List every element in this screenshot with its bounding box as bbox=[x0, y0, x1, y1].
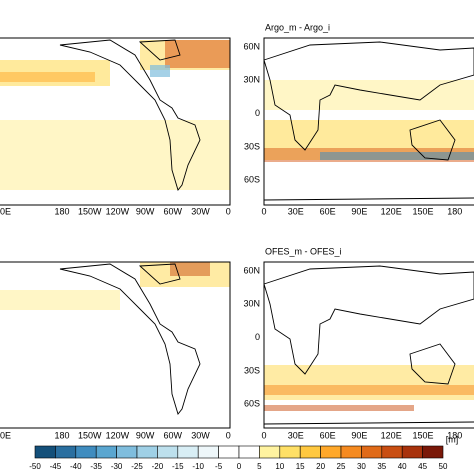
colorbar-label: 50 bbox=[439, 462, 448, 471]
lon-label: 60W bbox=[164, 430, 183, 440]
colorbar-label: 30 bbox=[357, 462, 366, 471]
colorbar-label: 35 bbox=[377, 462, 386, 471]
lon-label: 180 bbox=[54, 430, 69, 440]
colorbar-swatch bbox=[299, 445, 321, 459]
colorbar-label: 15 bbox=[296, 462, 305, 471]
colorbar-swatch bbox=[422, 445, 444, 459]
lon-label: 180 bbox=[447, 430, 462, 440]
colorbar-swatch bbox=[279, 445, 301, 459]
lon-label: 30E bbox=[288, 430, 304, 440]
colorbar-label: 0 bbox=[237, 462, 242, 471]
colorbar-swatch bbox=[381, 445, 403, 459]
lon-label: 90W bbox=[136, 430, 155, 440]
lon-label: 30E bbox=[288, 206, 304, 216]
colorbar-unit: [m] bbox=[446, 434, 459, 444]
colorbar-swatch bbox=[320, 445, 342, 459]
lon-label: 90E bbox=[351, 206, 367, 216]
lat-label: 60N bbox=[243, 265, 260, 275]
lat-label: 30S bbox=[244, 141, 260, 151]
lon-label: 30W bbox=[191, 430, 210, 440]
lon-label: 0 bbox=[261, 430, 266, 440]
lon-label: 120W bbox=[106, 206, 130, 216]
colorbar-label: -10 bbox=[192, 462, 204, 471]
colorbar-label: 40 bbox=[398, 462, 407, 471]
lon-label: 150W bbox=[78, 206, 102, 216]
colorbar-label: -50 bbox=[29, 462, 41, 471]
lon-label: 120E bbox=[381, 430, 402, 440]
colorbar-label: -30 bbox=[111, 462, 123, 471]
colorbar-swatch bbox=[401, 445, 423, 459]
lon-label: 180 bbox=[54, 206, 69, 216]
colorbar-label: -35 bbox=[90, 462, 102, 471]
lon-label: 180 bbox=[447, 206, 462, 216]
colorbar-swatch bbox=[136, 445, 158, 459]
lat-label: 60S bbox=[244, 175, 260, 185]
panel-title: OFES_m - OFES_i bbox=[265, 246, 342, 256]
colorbar-label: -40 bbox=[70, 462, 82, 471]
colorbar-swatch bbox=[238, 445, 260, 459]
colorbar-swatch bbox=[116, 445, 138, 459]
lat-label: 30S bbox=[244, 365, 260, 375]
lon-label: 0 bbox=[261, 206, 266, 216]
colorbar-label: -45 bbox=[50, 462, 62, 471]
colorbar-label: 5 bbox=[257, 462, 262, 471]
lon-label: 60E bbox=[320, 430, 336, 440]
frames bbox=[0, 37, 474, 429]
lon-label: 30W bbox=[191, 206, 210, 216]
colorbar-swatch bbox=[55, 445, 77, 459]
lat-label: 30N bbox=[243, 299, 260, 309]
lat-label: 0 bbox=[255, 108, 260, 118]
colorbar-swatch bbox=[177, 445, 199, 459]
lon-label: 120E bbox=[381, 206, 402, 216]
colorbar-label: -15 bbox=[172, 462, 184, 471]
lon-label: 120W bbox=[106, 430, 130, 440]
colorbar-swatch bbox=[259, 445, 281, 459]
lon-label: 60W bbox=[164, 206, 183, 216]
lon-label: 0E bbox=[0, 430, 11, 440]
colorbar-swatch bbox=[34, 445, 56, 459]
colorbar-swatch bbox=[361, 445, 383, 459]
colorbar-swatch bbox=[197, 445, 219, 459]
lon-label: 0 bbox=[226, 206, 231, 216]
colorbar-label: 10 bbox=[275, 462, 284, 471]
colorbar-label: -5 bbox=[215, 462, 223, 471]
lat-label: 60S bbox=[244, 399, 260, 409]
colorbar-swatch bbox=[157, 445, 179, 459]
lon-label: 150E bbox=[412, 206, 433, 216]
colorbar-label: 25 bbox=[337, 462, 346, 471]
lat-label: 60N bbox=[243, 41, 260, 51]
lat-label: 30N bbox=[243, 75, 260, 85]
colorbar-label: 45 bbox=[418, 462, 427, 471]
colorbar-swatch bbox=[95, 445, 117, 459]
colorbar-label: 20 bbox=[316, 462, 325, 471]
lon-label: 150E bbox=[412, 430, 433, 440]
colorbar-swatch bbox=[218, 445, 240, 459]
colorbar-label: -25 bbox=[131, 462, 143, 471]
colorbar-label: -20 bbox=[152, 462, 164, 471]
colorbar-swatch bbox=[75, 445, 97, 459]
lon-label: 0 bbox=[226, 430, 231, 440]
panel-title: Argo_m - Argo_i bbox=[265, 22, 330, 32]
lon-label: 150W bbox=[78, 430, 102, 440]
coastlines bbox=[59, 39, 474, 425]
lat-label: 0 bbox=[255, 332, 260, 342]
lon-label: 90E bbox=[351, 430, 367, 440]
map-fields bbox=[0, 40, 474, 411]
lon-label: 90W bbox=[136, 206, 155, 216]
lon-label: 60E bbox=[320, 206, 336, 216]
colorbar-swatch bbox=[340, 445, 362, 459]
lon-label: 0E bbox=[0, 206, 11, 216]
